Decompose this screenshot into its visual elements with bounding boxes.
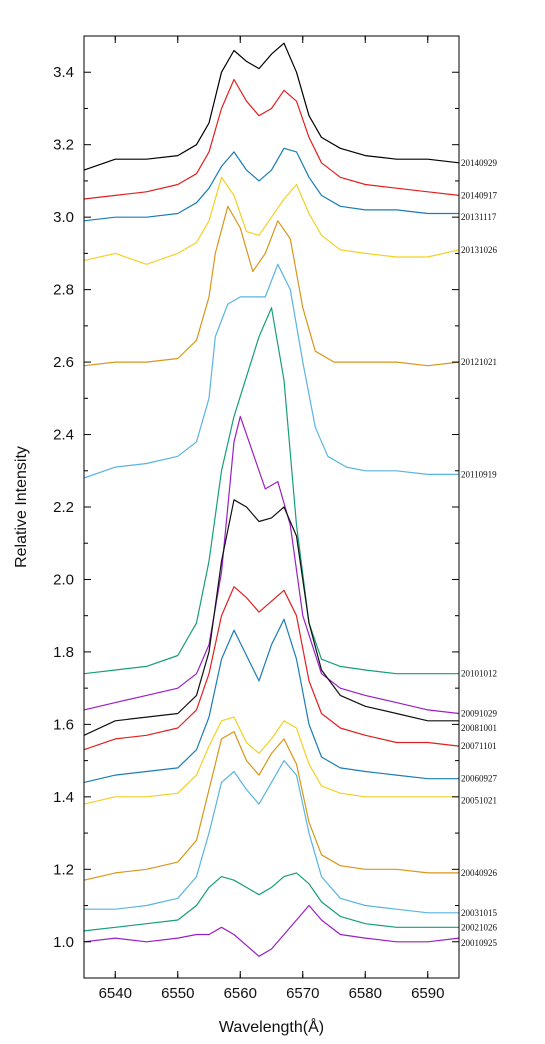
series-line-20040926 bbox=[83, 730, 459, 881]
x-tick-label-6550: 6550 bbox=[161, 985, 194, 1002]
series-label-20140929: 20140929 bbox=[461, 158, 498, 168]
series-line-20091029 bbox=[83, 415, 460, 715]
x-axis-title: Wavelength(Å) bbox=[219, 1017, 324, 1036]
series-label-20110919: 20110919 bbox=[461, 469, 497, 479]
y-tick-label-1.4: 1.4 bbox=[53, 789, 74, 806]
x-tick-label-6560: 6560 bbox=[224, 985, 257, 1002]
series-line-20031015 bbox=[84, 759, 459, 914]
y-tick-label-1.6: 1.6 bbox=[53, 716, 74, 733]
series-label-20060927: 20060927 bbox=[461, 774, 498, 784]
series-label-20031015: 20031015 bbox=[461, 908, 498, 918]
x-tick-label-6570: 6570 bbox=[286, 985, 319, 1002]
series-line-20101012 bbox=[83, 307, 459, 675]
series-label-20071101: 20071101 bbox=[461, 741, 497, 751]
series-line-20121021 bbox=[83, 205, 460, 367]
x-tick-label-6540: 6540 bbox=[99, 985, 132, 1002]
series-line-20140917 bbox=[83, 78, 460, 200]
series-label-20021026: 20021026 bbox=[461, 922, 498, 932]
y-tick-label-2.4: 2.4 bbox=[53, 427, 74, 444]
series-line-20131026 bbox=[83, 176, 460, 265]
series-line-20051021 bbox=[83, 716, 459, 805]
series-label-20121021: 20121021 bbox=[461, 357, 497, 367]
series-label-20131117: 20131117 bbox=[461, 212, 497, 222]
series-label-20081001: 20081001 bbox=[461, 723, 497, 733]
plot-frame bbox=[83, 35, 460, 979]
series-line-20131117 bbox=[83, 147, 459, 222]
series-line-20081001 bbox=[83, 499, 459, 736]
series-line-20071101 bbox=[83, 586, 460, 751]
y-tick-label-3.2: 3.2 bbox=[53, 137, 74, 154]
series-line-20021026 bbox=[83, 872, 459, 932]
y-tick-label-3: 3.0 bbox=[53, 209, 74, 226]
y-tick-label-2.8: 2.8 bbox=[53, 282, 74, 299]
ticks-layer: 6540 6550 6560 6570 6580 6590 1.0 1.2 1.4 1.6 1.8 2… bbox=[53, 36, 459, 1002]
y-tick-label-1: 1.0 bbox=[53, 934, 74, 951]
series-label-20091029: 20091029 bbox=[461, 709, 498, 719]
series-label-20140917: 20140917 bbox=[461, 190, 498, 200]
labels-layer: 20140929 20140917 20131117 20131026 20121021… bbox=[461, 158, 498, 948]
series-line-20140929 bbox=[83, 42, 460, 171]
series-layer bbox=[83, 42, 460, 957]
y-tick-label-1.8: 1.8 bbox=[53, 644, 74, 661]
series-label-20010925: 20010925 bbox=[461, 938, 498, 948]
series-label-20101012: 20101012 bbox=[461, 669, 497, 679]
y-tick-label-2.2: 2.2 bbox=[53, 499, 74, 516]
series-line-20060927 bbox=[83, 618, 459, 783]
y-tick-label-2: 2.0 bbox=[53, 571, 74, 588]
y-tick-label-2.6: 2.6 bbox=[53, 354, 74, 371]
series-line-20010925 bbox=[83, 904, 460, 957]
x-tick-label-6580: 6580 bbox=[349, 985, 382, 1002]
x-tick-label-6590: 6590 bbox=[411, 985, 444, 1002]
y-tick-label-3.4: 3.4 bbox=[53, 64, 74, 81]
y-axis-title: Relative Intensity bbox=[13, 446, 30, 568]
series-line-20110919 bbox=[83, 263, 459, 479]
y-tick-label-1.2: 1.2 bbox=[53, 861, 74, 878]
series-label-20040926: 20040926 bbox=[461, 868, 498, 878]
series-label-20131026: 20131026 bbox=[461, 245, 498, 255]
series-label-20051021: 20051021 bbox=[461, 795, 497, 805]
